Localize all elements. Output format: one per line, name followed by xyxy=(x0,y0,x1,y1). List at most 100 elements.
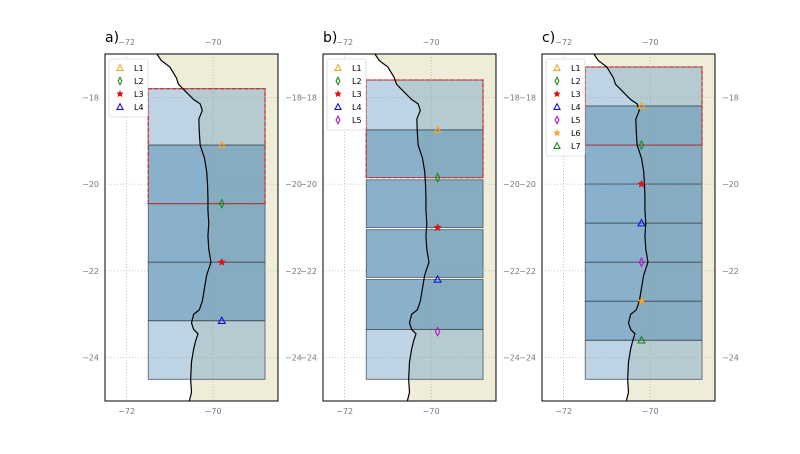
legend-label: L1 xyxy=(352,64,362,73)
marker-l2 xyxy=(434,172,441,183)
legend-marker-l5 xyxy=(554,115,560,125)
panel-frame xyxy=(104,53,279,402)
lat-tick-label-right: −24 xyxy=(503,354,520,363)
legend-label: L7 xyxy=(571,142,581,151)
lat-tick-label-right: −22 xyxy=(285,267,302,276)
lon-tick-label-top: −72 xyxy=(118,38,135,47)
region-box xyxy=(584,339,703,380)
coastline xyxy=(156,54,212,401)
region-box xyxy=(584,183,703,224)
legend-label: L1 xyxy=(134,64,144,73)
panel-label: c) xyxy=(542,30,555,46)
legend: L1 L2 L3 L4 xyxy=(108,58,149,118)
legend-label: L3 xyxy=(571,90,581,99)
legend: L1 L2 L3 L4 L5 L6 L7 xyxy=(545,58,586,157)
legend-label: L5 xyxy=(571,116,581,125)
legend-label: L1 xyxy=(571,64,581,73)
lat-tick-label-left: −22 xyxy=(300,267,317,276)
legend-marker-l7 xyxy=(553,141,561,149)
lon-tick-label-bottom: −72 xyxy=(336,407,353,416)
legend-label: L5 xyxy=(352,116,362,125)
legend-label: L2 xyxy=(352,77,362,86)
region-box xyxy=(147,144,266,205)
lat-tick-label-right: −20 xyxy=(722,180,739,189)
lat-tick-label-left: −22 xyxy=(519,267,536,276)
lat-tick-label-right: −18 xyxy=(285,93,302,102)
lat-tick-label-left: −22 xyxy=(82,267,99,276)
panel-frame xyxy=(322,53,497,402)
marker-l1 xyxy=(217,140,227,149)
lon-tick-label-bottom: −70 xyxy=(423,407,440,416)
lat-tick-label-left: −18 xyxy=(300,93,317,102)
legend-marker-l3 xyxy=(334,89,342,98)
lat-tick-label-right: −18 xyxy=(503,93,520,102)
lon-tick-label-top: −70 xyxy=(642,38,659,47)
marker-l2 xyxy=(218,198,225,209)
lat-tick-label-left: −18 xyxy=(82,93,99,102)
legend-marker-l1 xyxy=(334,63,342,71)
panel-frame xyxy=(541,53,716,402)
legend-marker-l4 xyxy=(334,102,342,110)
region-box xyxy=(584,105,703,146)
marker-l1 xyxy=(637,101,646,110)
map-panel-b: b)−72−72−70−70−18 −18−20 −20−22 −22−24 −24L1… xyxy=(300,30,520,416)
legend-marker-l2 xyxy=(117,76,123,86)
marker-l4 xyxy=(217,316,227,325)
lat-tick-label-left: −18 xyxy=(519,93,536,102)
legend-label: L3 xyxy=(134,90,144,99)
region-box xyxy=(147,203,266,263)
marker-l5 xyxy=(434,326,441,337)
marker-l3 xyxy=(217,257,226,266)
lat-tick-label-left: −20 xyxy=(519,180,536,189)
region-box xyxy=(365,179,484,228)
marker-l6 xyxy=(637,296,646,305)
lon-tick-label-top: −70 xyxy=(423,38,440,47)
lat-tick-label-right: −22 xyxy=(503,267,520,276)
marker-l3 xyxy=(433,223,442,232)
lon-tick-label-bottom: −72 xyxy=(555,407,572,416)
lat-tick-label-right: −18 xyxy=(722,93,739,102)
marker-l1 xyxy=(433,125,442,134)
lat-tick-label-left: −20 xyxy=(82,180,99,189)
region-box xyxy=(365,229,484,278)
map-panel-a: a) −72−72−70−70−18 −18−20 −20−22 −22−24 −24L1… xyxy=(82,30,302,416)
lat-tick-label-left: −24 xyxy=(82,354,99,363)
region-box xyxy=(147,320,266,380)
legend-label: L3 xyxy=(352,90,362,99)
lat-tick-label-right: −20 xyxy=(285,180,302,189)
lat-tick-label-right: −22 xyxy=(722,267,739,276)
highlight-box xyxy=(147,88,266,205)
lon-tick-label-top: −70 xyxy=(205,38,222,47)
map-panel-c: c) −72−72−70−70−18 −18−20 −20−22 −22−24 −24L1… xyxy=(519,30,739,416)
region-box xyxy=(147,88,266,146)
coastline xyxy=(374,54,430,401)
legend-marker-l3 xyxy=(553,89,561,98)
lon-tick-label-bottom: −70 xyxy=(642,407,659,416)
panel-label: b) xyxy=(323,30,337,46)
legend-marker-l5 xyxy=(335,115,341,125)
legend-label: L4 xyxy=(571,103,581,112)
legend-box xyxy=(108,58,149,118)
region-box xyxy=(365,279,484,330)
lon-tick-label-bottom: −70 xyxy=(205,407,222,416)
marker-l7 xyxy=(637,335,646,344)
map-area xyxy=(105,54,278,401)
lon-tick-label-bottom: −72 xyxy=(118,407,135,416)
marker-l4 xyxy=(433,274,442,283)
legend-marker-l3 xyxy=(116,89,124,98)
region-box xyxy=(584,300,703,341)
lat-tick-label-right: −24 xyxy=(285,354,302,363)
legend-label: L2 xyxy=(571,77,581,86)
region-box xyxy=(365,328,484,380)
region-box xyxy=(584,222,703,263)
marker-l5 xyxy=(638,256,645,268)
legend-marker-l4 xyxy=(553,102,561,110)
lat-tick-label-left: −20 xyxy=(300,180,317,189)
marker-l3 xyxy=(637,179,646,188)
coastline xyxy=(593,54,649,401)
marker-l2 xyxy=(638,139,645,151)
legend-marker-l1 xyxy=(553,63,561,71)
legend-label: L4 xyxy=(352,103,362,112)
